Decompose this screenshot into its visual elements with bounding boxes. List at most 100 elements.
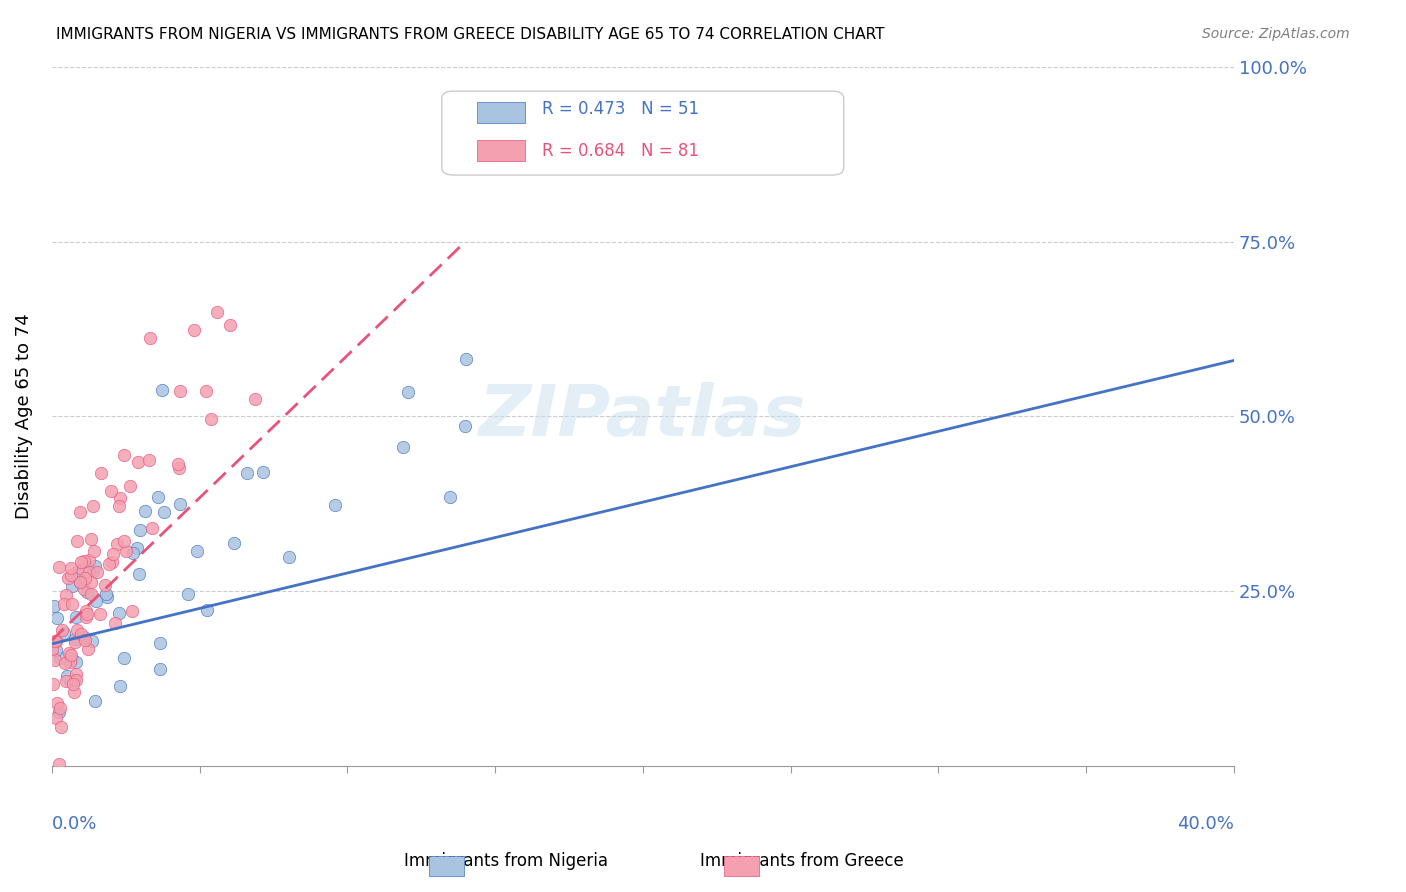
Point bbox=[60, 579, 83, 593]
Point bbox=[100, 483, 122, 498]
Point bbox=[94, 578, 117, 592]
FancyBboxPatch shape bbox=[441, 91, 844, 175]
Point bbox=[392, 440, 415, 454]
Point bbox=[325, 499, 347, 513]
Point bbox=[89, 607, 111, 622]
Point bbox=[454, 351, 477, 366]
Point bbox=[177, 587, 200, 601]
Point bbox=[150, 383, 173, 397]
Point bbox=[110, 679, 132, 693]
Point bbox=[80, 574, 103, 589]
Point bbox=[63, 635, 86, 649]
Point bbox=[118, 479, 141, 493]
Point bbox=[60, 567, 83, 582]
Point bbox=[80, 587, 103, 601]
Point bbox=[75, 604, 97, 618]
Point bbox=[60, 597, 83, 611]
Point bbox=[83, 558, 105, 573]
Point bbox=[60, 560, 83, 574]
Point bbox=[60, 652, 83, 666]
Point bbox=[252, 465, 274, 479]
Point bbox=[45, 634, 67, 648]
Point bbox=[127, 541, 149, 555]
Point bbox=[72, 561, 94, 575]
Point bbox=[108, 500, 131, 514]
Point bbox=[169, 460, 191, 475]
Point bbox=[219, 318, 242, 332]
Point bbox=[186, 544, 208, 558]
Point bbox=[53, 657, 76, 671]
Point bbox=[396, 384, 419, 399]
Point bbox=[67, 564, 90, 578]
Text: R = 0.684   N = 81: R = 0.684 N = 81 bbox=[543, 142, 699, 160]
Point bbox=[45, 711, 67, 725]
Point bbox=[63, 673, 86, 687]
Point bbox=[59, 656, 82, 670]
Point bbox=[65, 624, 87, 638]
Point bbox=[55, 588, 77, 602]
Point bbox=[44, 599, 66, 614]
Point bbox=[51, 623, 73, 637]
Point bbox=[48, 756, 70, 771]
Point bbox=[44, 634, 66, 648]
Point bbox=[66, 534, 89, 549]
Point bbox=[63, 685, 86, 699]
Point bbox=[278, 549, 301, 564]
Point bbox=[42, 676, 65, 690]
Point bbox=[76, 607, 98, 621]
Point bbox=[121, 604, 143, 618]
Point bbox=[94, 586, 117, 600]
FancyBboxPatch shape bbox=[477, 102, 524, 122]
Point bbox=[58, 571, 80, 585]
Point bbox=[48, 651, 70, 665]
Point bbox=[200, 412, 222, 426]
Point bbox=[166, 458, 188, 472]
Point bbox=[76, 642, 98, 657]
Point bbox=[439, 490, 461, 504]
Point bbox=[55, 673, 77, 688]
Point bbox=[59, 648, 82, 663]
Point bbox=[58, 646, 80, 660]
Point bbox=[183, 323, 205, 337]
Point bbox=[69, 575, 91, 590]
Point bbox=[82, 633, 104, 648]
Point bbox=[127, 455, 149, 469]
Point bbox=[52, 597, 75, 611]
Point bbox=[58, 673, 80, 688]
Point bbox=[41, 642, 63, 657]
Point bbox=[65, 610, 87, 624]
Point bbox=[70, 555, 93, 569]
Point bbox=[52, 625, 75, 640]
Point bbox=[48, 705, 70, 719]
Text: R = 0.473   N = 51: R = 0.473 N = 51 bbox=[543, 100, 699, 118]
Point bbox=[197, 603, 219, 617]
Point bbox=[65, 673, 87, 688]
Point bbox=[107, 606, 129, 620]
Point bbox=[128, 567, 150, 582]
Point bbox=[169, 497, 191, 511]
Point bbox=[62, 677, 84, 691]
Point bbox=[83, 694, 105, 708]
Point bbox=[84, 594, 107, 608]
Point bbox=[46, 611, 69, 625]
Point bbox=[104, 615, 127, 630]
Point bbox=[82, 564, 104, 578]
Point bbox=[112, 533, 135, 548]
Point bbox=[101, 555, 124, 569]
Point bbox=[73, 554, 96, 568]
Point bbox=[86, 565, 108, 579]
Point bbox=[101, 547, 124, 561]
Text: 0.0%: 0.0% bbox=[52, 815, 97, 833]
Point bbox=[82, 500, 104, 514]
Point bbox=[69, 506, 91, 520]
Point bbox=[65, 666, 87, 681]
Point bbox=[48, 701, 70, 715]
Text: ZIPatlas: ZIPatlas bbox=[479, 382, 807, 451]
Point bbox=[44, 653, 66, 667]
Point bbox=[107, 537, 129, 551]
Point bbox=[97, 557, 120, 571]
Point bbox=[83, 544, 105, 558]
Point bbox=[73, 630, 96, 644]
Point bbox=[169, 384, 191, 398]
Point bbox=[152, 505, 174, 519]
